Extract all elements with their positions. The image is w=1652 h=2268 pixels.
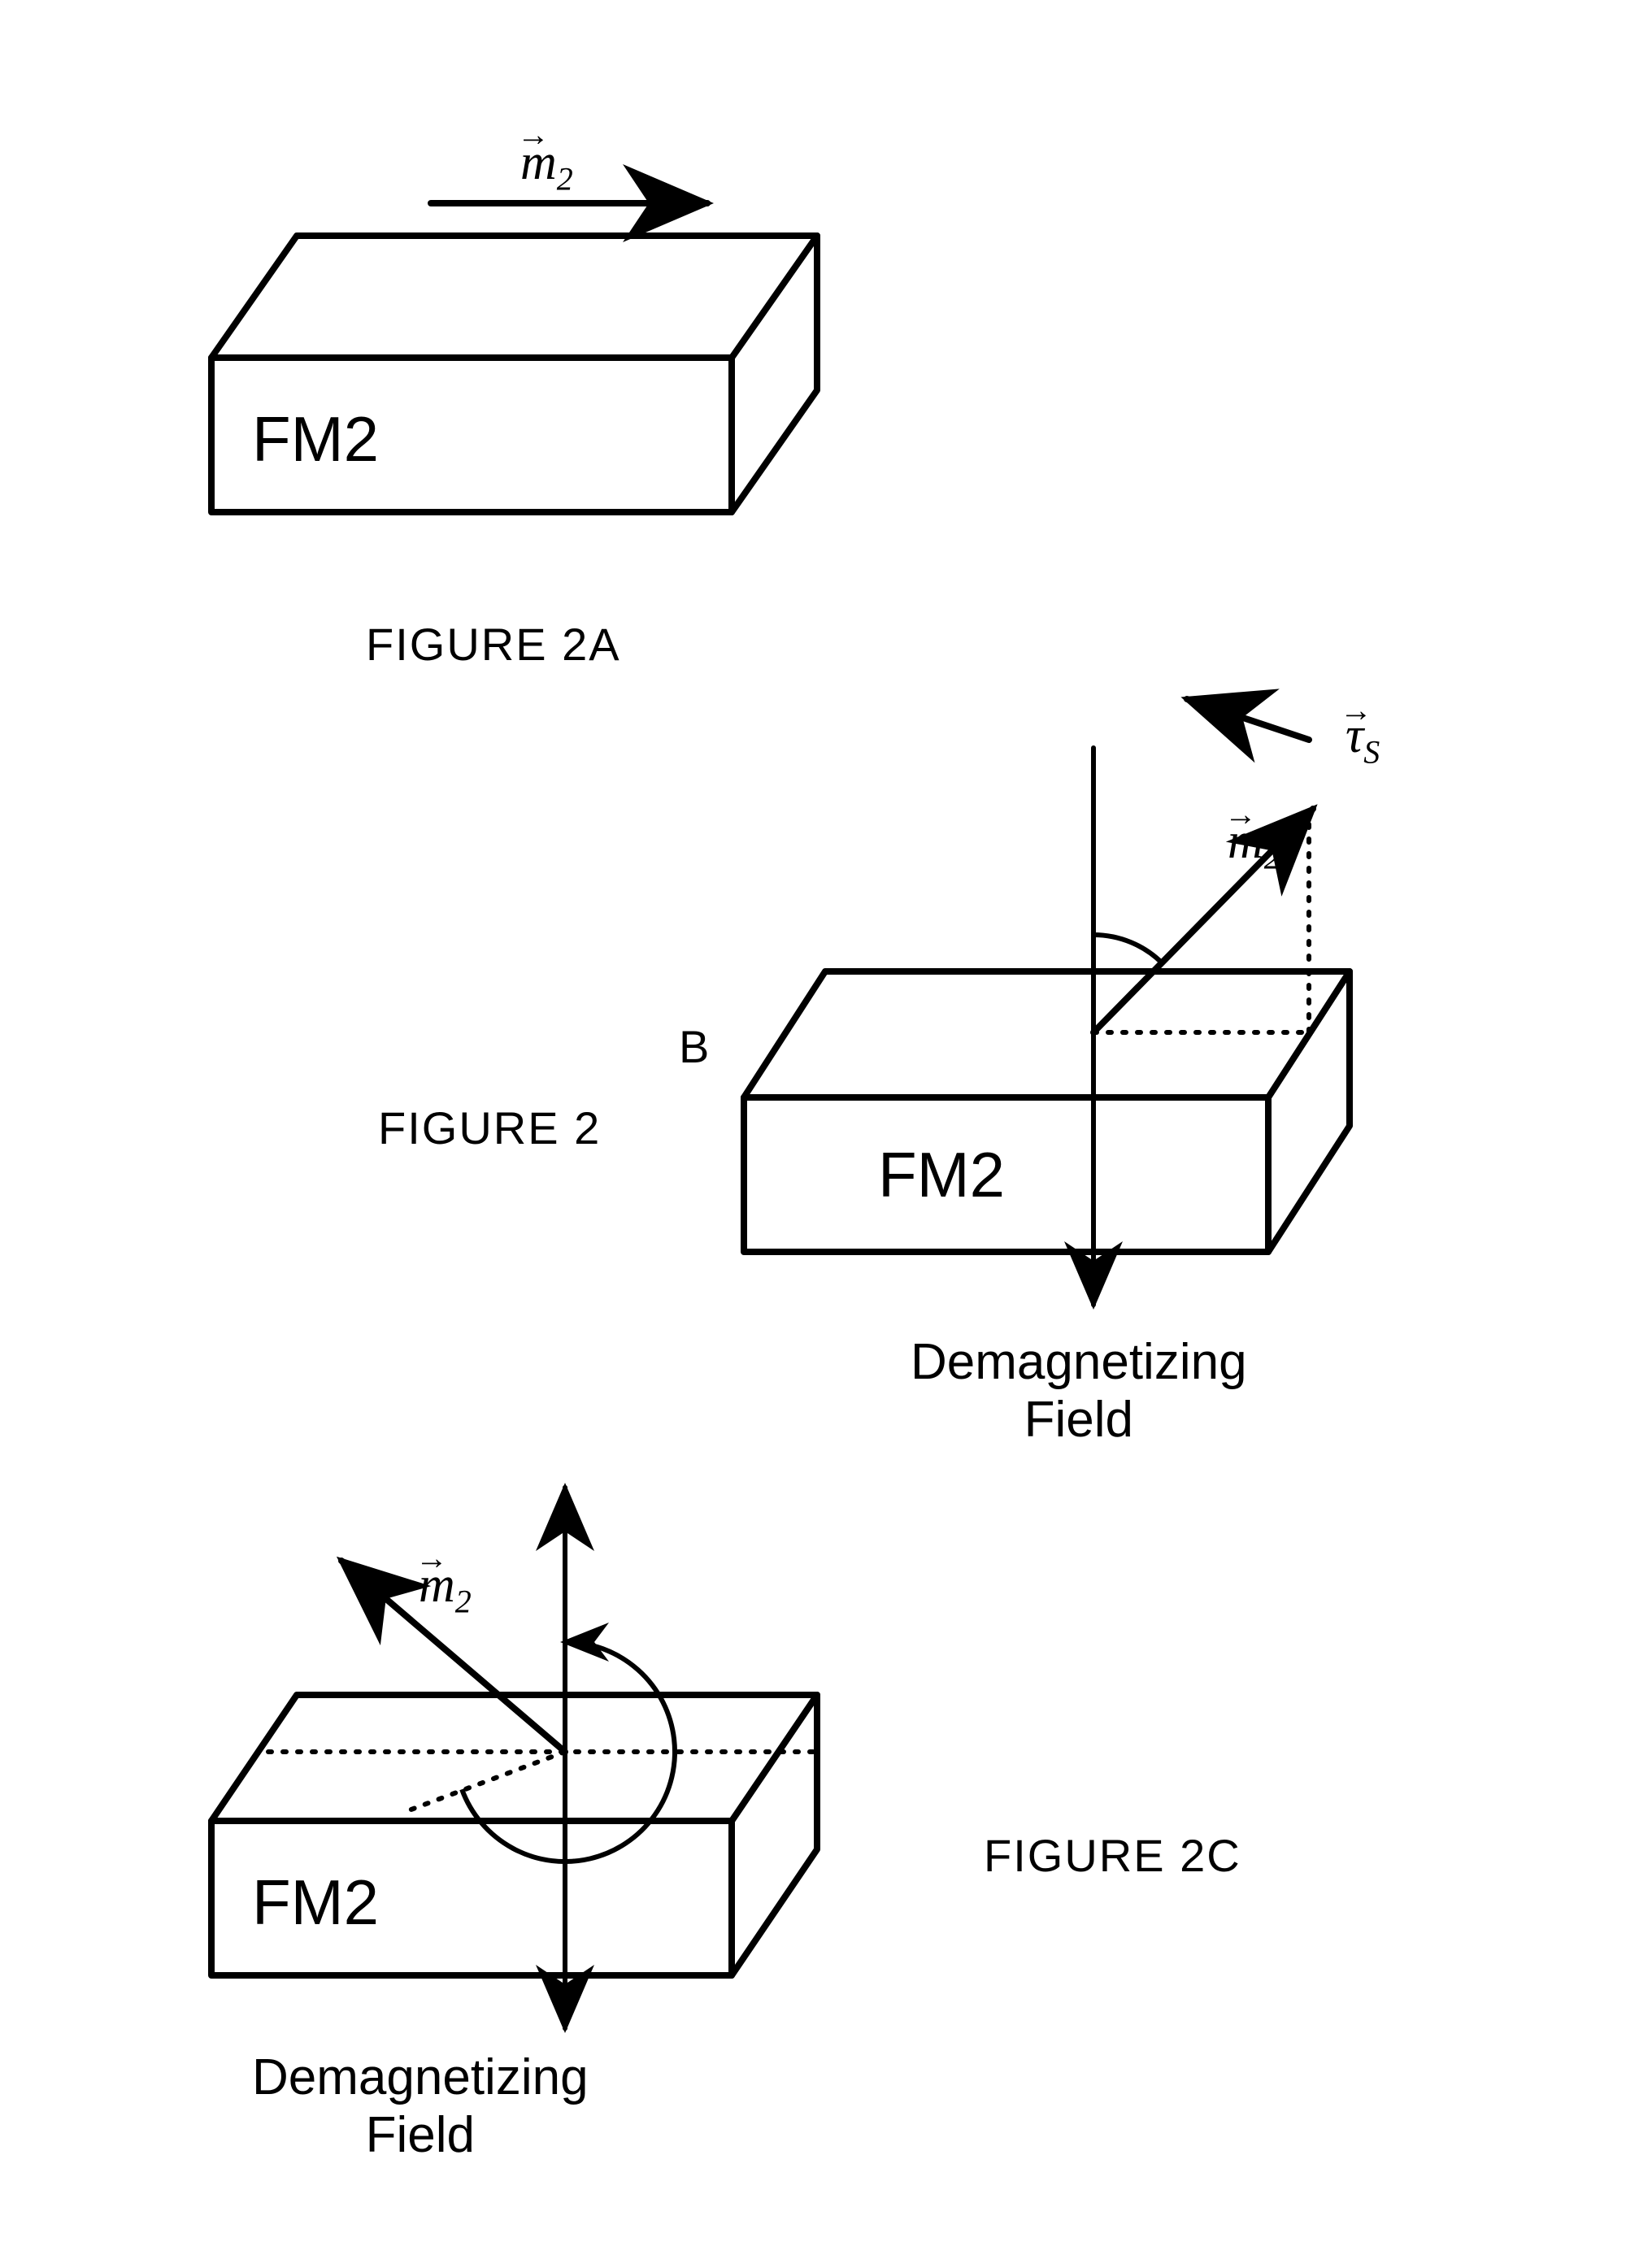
vector-m2-overarrow-fig2b: → [1224, 795, 1257, 833]
demag-label-fig2b: DemagnetizingField [911, 1333, 1247, 1449]
block-label-fig2b: FM2 [878, 1138, 1005, 1212]
vector-m2-overarrow-fig2c: → [415, 1539, 448, 1577]
block-label-fig2c: FM2 [252, 1866, 379, 1940]
vector-m2-overarrow-fig2a: → [517, 115, 550, 154]
vector-tau-overarrow-fig2b: → [1340, 691, 1372, 729]
block-label-fig2a: FM2 [252, 402, 379, 476]
caption-figure-2: FIGURE 2 [378, 1101, 601, 1154]
caption-figure-2a: FIGURE 2A [366, 618, 621, 671]
diagram-stage [0, 0, 1652, 2268]
caption-figure-2-suffix-b: B [679, 1020, 709, 1073]
caption-figure-2c: FIGURE 2C [984, 1829, 1241, 1882]
demag-label-fig2c: DemagnetizingField [252, 2049, 589, 2165]
